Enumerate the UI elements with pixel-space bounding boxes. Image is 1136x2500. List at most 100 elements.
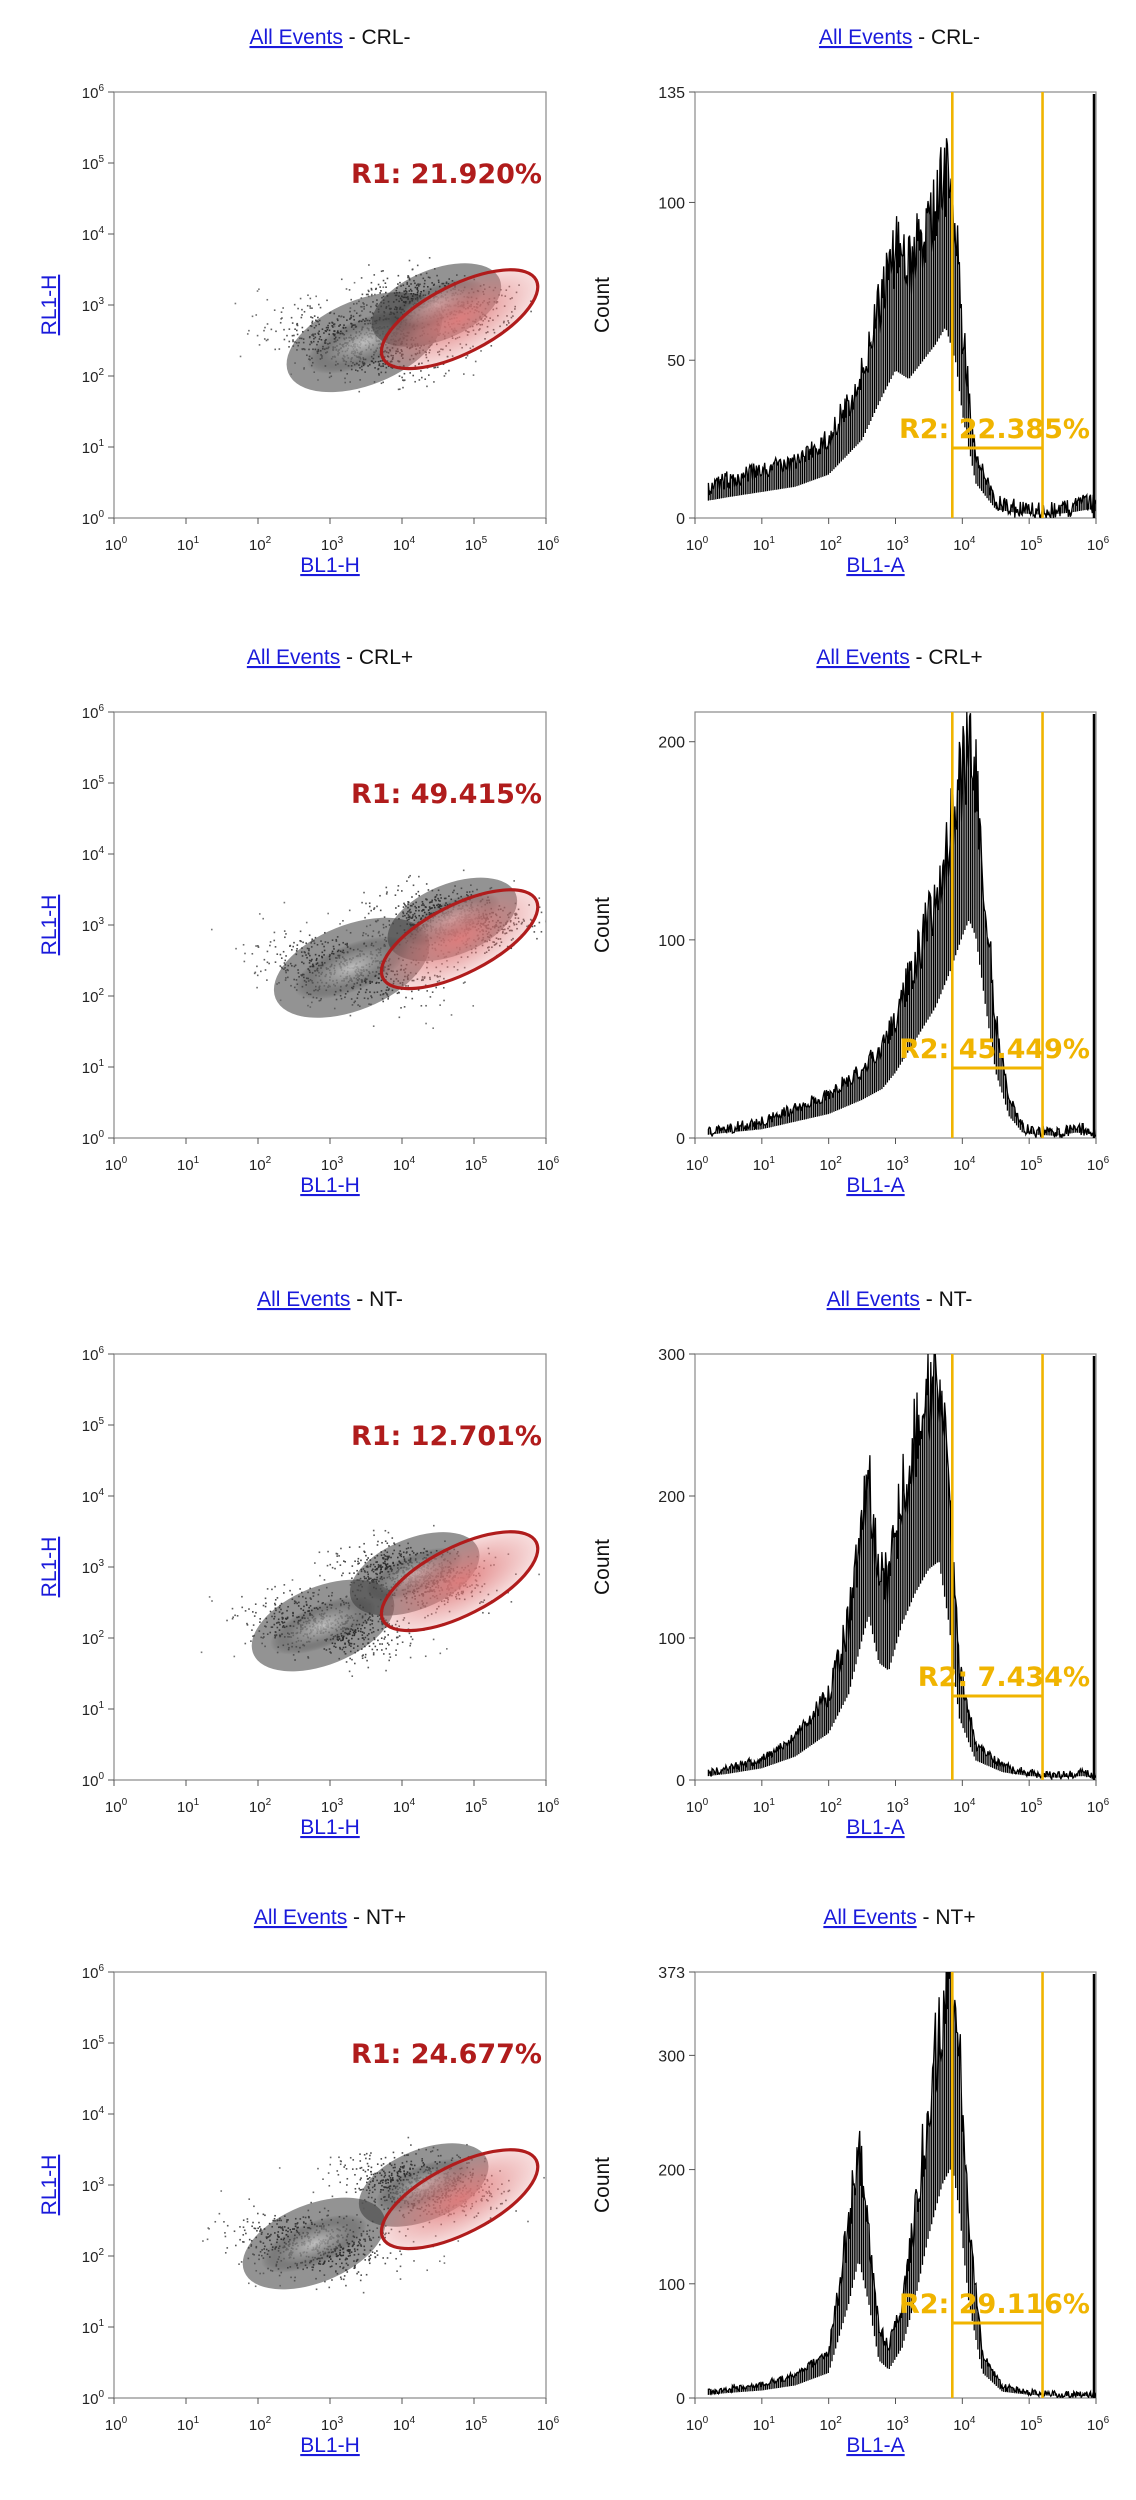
event-point (396, 1631, 399, 1633)
event-point (421, 904, 423, 907)
event-point (368, 1633, 370, 1635)
event-point (428, 906, 431, 908)
r1-gate-ellipse[interactable] (368, 870, 552, 1009)
event-point (397, 388, 400, 391)
x-tick-label: 102 (249, 1797, 272, 1816)
event-point (361, 293, 364, 296)
x-axis-label[interactable]: BL1-A (846, 1816, 904, 1839)
event-point (253, 972, 256, 975)
event-point (279, 2284, 281, 2287)
event-point (242, 2241, 244, 2243)
event-point (336, 2272, 339, 2275)
event-point (414, 905, 416, 908)
event-point (253, 2262, 256, 2265)
all-events-link[interactable]: All Events (247, 646, 340, 669)
all-events-link[interactable]: All Events (249, 26, 342, 49)
event-point (334, 1646, 337, 1649)
event-point (327, 324, 329, 327)
x-tick-label: 102 (249, 1155, 272, 1174)
r1-gate-ellipse[interactable] (368, 250, 552, 389)
event-point (382, 1653, 385, 1655)
all-events-link[interactable]: All Events (819, 26, 912, 49)
event-point (443, 897, 446, 900)
event-point (376, 1648, 378, 1651)
all-events-link[interactable]: All Events (254, 1906, 347, 1929)
y-axis-label[interactable]: RL1-H (38, 1537, 61, 1598)
scatter-title: All Events - NT+ (254, 1906, 406, 1929)
event-point (341, 2262, 343, 2265)
event-point (369, 924, 372, 927)
event-point (317, 320, 319, 323)
event-point (381, 933, 384, 936)
event-point (379, 894, 381, 897)
event-point (266, 1633, 269, 1636)
event-point (366, 1579, 369, 1582)
r1-gate-ellipse[interactable] (368, 1512, 552, 1651)
event-point (348, 289, 351, 291)
event-point (345, 2284, 347, 2287)
event-point (333, 948, 335, 950)
event-point (380, 382, 383, 385)
event-point (239, 2238, 241, 2241)
event-point (370, 294, 373, 297)
y-tick-label: 102 (82, 987, 105, 1006)
event-point (366, 1571, 369, 1573)
event-point (360, 1559, 362, 1562)
event-point (373, 274, 376, 276)
event-point (276, 953, 279, 955)
event-point (411, 997, 414, 1000)
x-tick-label: 100 (105, 1797, 128, 1816)
event-point (380, 1620, 383, 1623)
all-events-link[interactable]: All Events (257, 1288, 350, 1311)
event-point (315, 2277, 317, 2280)
event-point (365, 1565, 368, 1568)
event-point (234, 302, 237, 305)
event-point (278, 981, 280, 984)
event-point (319, 2263, 322, 2265)
event-point (367, 1557, 369, 1559)
event-point (354, 1651, 356, 1654)
event-point (299, 297, 302, 300)
event-point (363, 2249, 366, 2251)
all-events-link[interactable]: All Events (827, 1288, 920, 1311)
x-axis-label[interactable]: BL1-H (300, 1816, 360, 1839)
event-point (346, 2271, 349, 2273)
event-point (365, 902, 367, 905)
event-point (395, 289, 398, 292)
event-point (283, 1584, 286, 1586)
event-point (291, 1593, 293, 1596)
event-point (251, 2225, 253, 2228)
event-point (276, 2219, 279, 2222)
event-point (341, 1648, 344, 1651)
event-point (266, 979, 268, 981)
event-point (417, 906, 420, 908)
all-events-link[interactable]: All Events (816, 646, 909, 669)
event-point (248, 2198, 251, 2200)
event-point (417, 283, 419, 285)
x-axis-label[interactable]: BL1-A (846, 554, 904, 577)
event-point (367, 1566, 369, 1568)
event-point (323, 1579, 326, 1581)
y-axis-label[interactable]: RL1-H (38, 895, 61, 956)
event-point (472, 374, 475, 376)
event-point (279, 965, 282, 967)
x-axis-label[interactable]: BL1-H (300, 554, 360, 577)
event-point (372, 313, 375, 315)
event-point (260, 970, 262, 973)
x-axis-label[interactable]: BL1-H (300, 1174, 360, 1197)
event-point (318, 323, 320, 326)
event-point (256, 965, 258, 968)
event-point (256, 290, 259, 292)
event-point (278, 1611, 281, 1613)
event-point (381, 1566, 384, 1568)
event-point (538, 1573, 540, 1576)
event-point (382, 1000, 385, 1003)
event-point (276, 1597, 279, 1599)
x-axis-label[interactable]: BL1-A (846, 1174, 904, 1197)
event-point (274, 1607, 277, 1610)
event-point (363, 1627, 366, 1629)
event-point (448, 278, 451, 280)
event-point (274, 1604, 277, 1606)
y-axis-label[interactable]: RL1-H (38, 275, 61, 336)
event-point (368, 2258, 370, 2261)
